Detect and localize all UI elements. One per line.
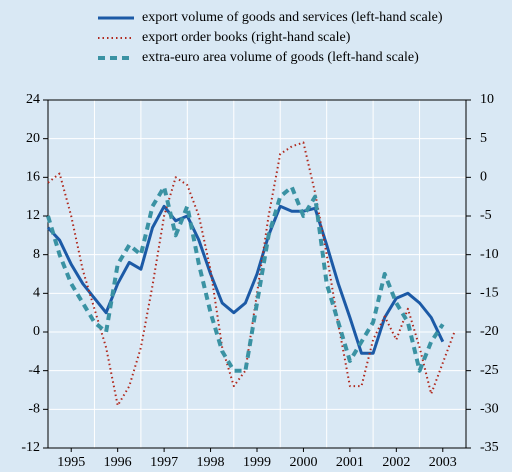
x-tick-label: 1999 <box>243 455 271 470</box>
y-tick-label: 16 <box>26 170 40 185</box>
legend-label: extra-euro area volume of goods (left-ha… <box>142 50 419 65</box>
y2-tick-label: -25 <box>480 363 499 378</box>
x-tick-label: 2000 <box>289 455 317 470</box>
series-line <box>46 185 445 373</box>
x-tick-label: 1998 <box>197 455 225 470</box>
y2-tick-label: -30 <box>480 402 499 417</box>
y2-tick-label: -35 <box>480 440 499 455</box>
y2-tick-label: -10 <box>480 247 499 262</box>
y2-tick-label: -20 <box>480 324 499 339</box>
x-tick-label: 2001 <box>336 455 364 470</box>
x-tick-label: 1996 <box>104 455 132 470</box>
y-tick-label: -8 <box>28 402 40 417</box>
y2-tick-label: -15 <box>480 286 499 301</box>
x-tick-label: 2002 <box>382 455 410 470</box>
y-tick-label: -12 <box>21 440 40 455</box>
y2-tick-label: 0 <box>480 170 487 185</box>
legend-label: export order books (right-hand scale) <box>142 30 351 45</box>
y-tick-label: 20 <box>26 131 40 146</box>
y2-tick-label: 5 <box>480 131 487 146</box>
y2-tick-label: -5 <box>480 208 492 223</box>
series-line <box>47 141 456 407</box>
x-tick-label: 1995 <box>57 455 85 470</box>
y-tick-label: 8 <box>33 247 40 262</box>
y-tick-label: 24 <box>26 92 40 107</box>
y2-tick-label: 10 <box>480 92 494 107</box>
y-tick-label: -4 <box>28 363 40 378</box>
y-tick-label: 0 <box>33 324 40 339</box>
x-tick-label: 2003 <box>429 455 457 470</box>
y-tick-label: 4 <box>33 286 40 301</box>
x-tick-label: 1997 <box>150 455 178 470</box>
y-tick-label: 12 <box>26 208 40 223</box>
legend-label: export volume of goods and services (lef… <box>142 10 443 25</box>
